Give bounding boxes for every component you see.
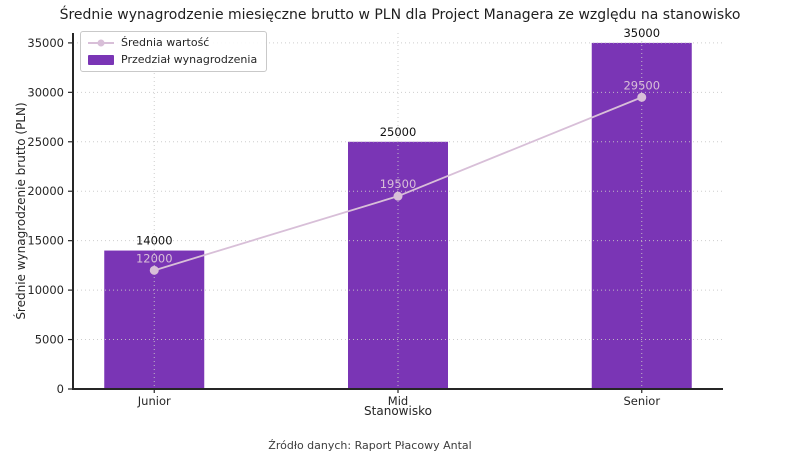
x-tick-label: Junior	[137, 394, 171, 408]
x-axis-label: Stanowisko	[364, 404, 432, 418]
legend-item-average: Średnia wartość	[88, 36, 257, 49]
average-point	[637, 92, 647, 102]
y-axis-label: Średnie wynagrodzenie brutto (PLN)	[14, 102, 28, 320]
y-tick-label: 10000	[27, 283, 64, 297]
y-tick-label: 5000	[35, 333, 64, 347]
average-value-label: 29500	[623, 78, 660, 92]
chart-title: Średnie wynagrodzenie miesięczne brutto …	[59, 7, 741, 23]
bar-value-label: 35000	[623, 26, 660, 40]
y-tick-label: 20000	[27, 184, 64, 198]
legend-item-range: Przedział wynagrodzenia	[88, 53, 257, 66]
y-tick-label: 25000	[27, 135, 64, 149]
average-value-label: 12000	[136, 251, 173, 265]
bar-value-label: 14000	[136, 234, 173, 248]
marker-dot-icon	[97, 39, 105, 46]
legend: Średnia wartość Przedział wynagrodzenia	[80, 31, 268, 72]
average-point	[393, 191, 403, 201]
legend-label-range: Przedział wynagrodzenia	[121, 53, 258, 66]
y-tick-label: 35000	[27, 36, 64, 50]
x-tick-label: Mid	[388, 394, 408, 408]
x-tick-label: Senior	[623, 394, 660, 408]
bar-swatch	[88, 54, 114, 65]
y-tick-label: 30000	[27, 85, 64, 99]
legend-label-average: Średnia wartość	[121, 36, 210, 49]
y-tick-label: 0	[57, 382, 64, 396]
line-marker-swatch	[88, 39, 114, 46]
plot-area: 14000 25000 35000 12000 19500 29500 0 5000 10000…	[27, 26, 723, 408]
average-point	[149, 265, 159, 275]
bar-value-label: 25000	[380, 125, 417, 139]
source-note: Źródło danych: Raport Płacowy Antal	[268, 439, 472, 452]
average-value-label: 19500	[380, 177, 417, 191]
y-tick-label: 15000	[27, 234, 64, 248]
